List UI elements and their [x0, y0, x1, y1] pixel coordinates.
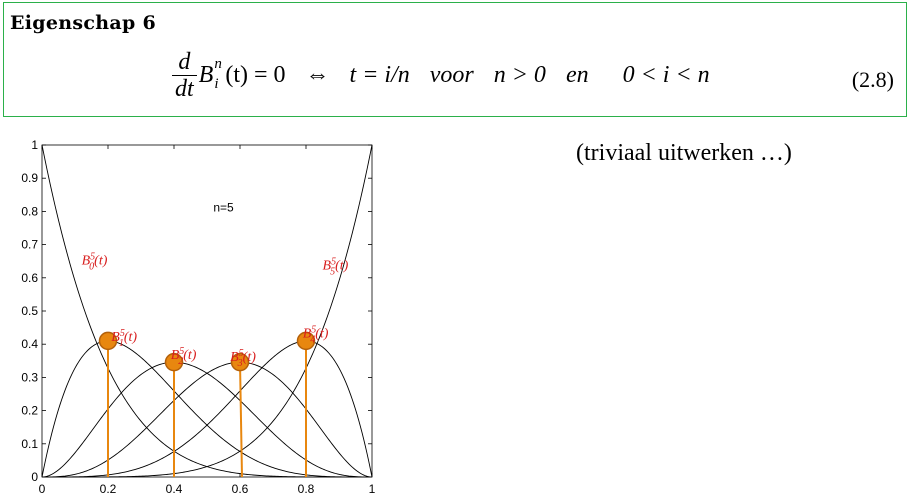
- y-tick-label: 0.8: [21, 204, 38, 218]
- curve-label-b0: B5 0(t): [82, 252, 108, 273]
- property-box: Eigenschap 6 d dt B n i (t) = 0 ⇔ t = i/…: [3, 2, 907, 117]
- plot-area: [41, 144, 373, 478]
- maximum-stem: [239, 362, 243, 478]
- x-tick-label: 0.4: [166, 482, 183, 496]
- y-tick-label: 0.4: [21, 337, 38, 351]
- condition-i: 0 < i < n: [622, 62, 710, 88]
- bernstein-chart: 0 0.2 0.4 0.6 0.8 1 0 0.1 0.2 0.3 0.4 0.5 0.6 0.7 0.8 0…: [21, 138, 376, 496]
- curve-label-b3: B5 3(t): [230, 348, 256, 369]
- bernstein-arg: (t) = 0: [225, 62, 286, 88]
- y-tick-label: 0.7: [21, 238, 38, 252]
- x-tick-label: 0: [39, 482, 46, 496]
- y-tick-label: 0.3: [21, 370, 38, 384]
- x-tick-label: 0.8: [298, 482, 315, 496]
- y-tick-label: 0: [31, 470, 38, 484]
- curve-b3: [42, 361, 373, 478]
- side-note: (triviaal uitwerken …): [576, 140, 792, 166]
- bernstein-superscript: n: [214, 55, 222, 72]
- maximum-marker: [164, 352, 184, 372]
- bernstein-symbol: B: [198, 62, 214, 88]
- equation-number: (2.8): [851, 67, 894, 92]
- condition-n: n > 0: [493, 62, 546, 88]
- x-tick-label: 0.2: [100, 482, 117, 496]
- formula: d dt B n i (t) = 0 ⇔ t = i/n voor n > 0 …: [172, 49, 710, 109]
- x-tick-label: 0.6: [232, 482, 249, 496]
- y-tick-label: 0.2: [21, 404, 38, 418]
- n-annotation: n=5: [213, 200, 234, 214]
- y-tick-label: 0.6: [21, 271, 38, 285]
- maximum-marker: [296, 331, 316, 351]
- property-title: Eigenschap 6: [10, 12, 156, 34]
- condition-t: t = i/n: [349, 62, 410, 88]
- maximum-marker: [98, 331, 118, 351]
- derivative-fraction: d dt: [172, 49, 197, 102]
- maximum-marker: [230, 352, 250, 372]
- word-voor: voor: [429, 62, 474, 88]
- x-tick-label: 1: [369, 482, 376, 496]
- curve-label-b5: B5 5(t): [323, 257, 349, 278]
- derivative-numerator: d: [172, 49, 197, 76]
- curve-label-b1: B5 1(t): [111, 328, 137, 349]
- curve-b5: [42, 144, 373, 478]
- bernstein-subscript: i: [214, 75, 219, 92]
- curve-label-b4: B5 4(t): [303, 325, 329, 346]
- y-tick-label: 0.9: [21, 171, 38, 185]
- word-en: en: [565, 62, 589, 88]
- curve-label-b2: B5 2(t): [171, 346, 197, 367]
- derivative-denominator: dt: [175, 76, 194, 102]
- y-tick-label: 0.1: [21, 437, 38, 451]
- y-tick-label: 1: [31, 138, 38, 152]
- y-tick-label: 0.5: [21, 304, 38, 318]
- iff-symbol: ⇔: [305, 62, 330, 88]
